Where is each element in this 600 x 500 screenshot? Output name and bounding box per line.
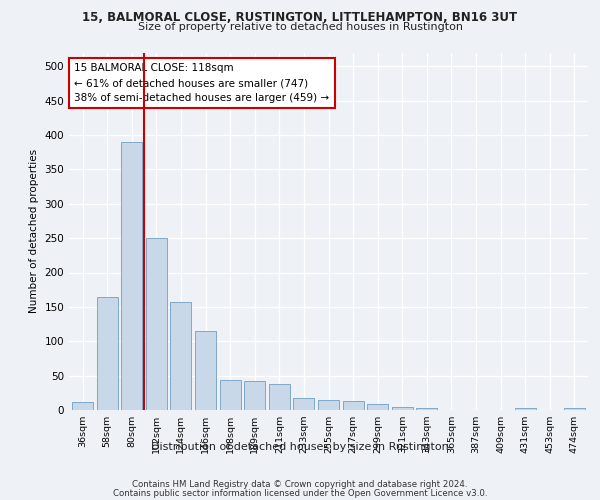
Bar [367,404,388,410]
Bar [146,238,167,410]
Text: 15 BALMORAL CLOSE: 118sqm
← 61% of detached houses are smaller (747)
38% of semi: 15 BALMORAL CLOSE: 118sqm ← 61% of detac… [74,63,329,103]
Text: Contains HM Land Registry data © Crown copyright and database right 2024.: Contains HM Land Registry data © Crown c… [132,480,468,489]
Bar [343,401,364,410]
Bar [220,380,241,410]
Bar [416,408,437,410]
Text: Contains public sector information licensed under the Open Government Licence v3: Contains public sector information licen… [113,488,487,498]
Bar [121,142,142,410]
Bar [72,402,93,410]
Text: 15, BALMORAL CLOSE, RUSTINGTON, LITTLEHAMPTON, BN16 3UT: 15, BALMORAL CLOSE, RUSTINGTON, LITTLEHA… [82,11,518,24]
Text: Distribution of detached houses by size in Rustington: Distribution of detached houses by size … [151,442,449,452]
Bar [269,384,290,410]
Bar [244,381,265,410]
Bar [195,331,216,410]
Bar [318,400,339,410]
Bar [293,398,314,410]
Y-axis label: Number of detached properties: Number of detached properties [29,149,39,314]
Bar [392,406,413,410]
Text: Size of property relative to detached houses in Rustington: Size of property relative to detached ho… [137,22,463,32]
Bar [564,408,585,410]
Bar [170,302,191,410]
Bar [515,408,536,410]
Bar [97,296,118,410]
